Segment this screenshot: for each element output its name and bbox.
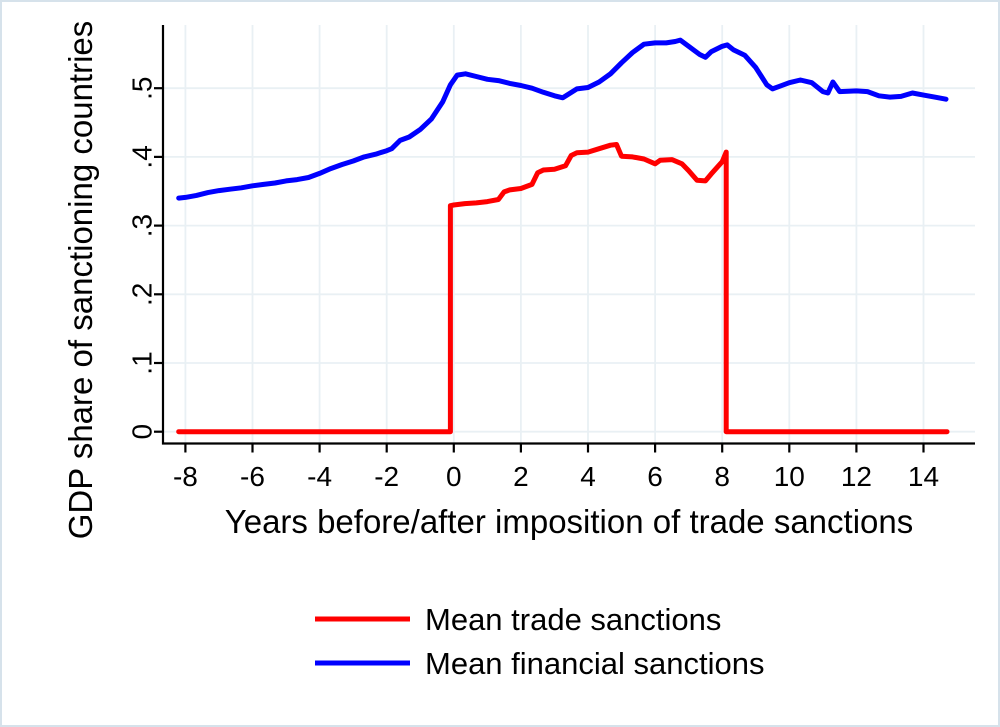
x-axis-title: Years before/after imposition of trade s… <box>225 503 914 540</box>
x-tick-labels: -8 -6 -4 -2 0 2 4 6 8 10 12 14 <box>173 461 939 492</box>
y-tick-label: 0 <box>127 424 158 440</box>
x-tick-label: -4 <box>307 461 332 492</box>
x-tick-label: 8 <box>714 461 730 492</box>
y-axis-title: GDP share of sanctioning countries <box>62 21 99 540</box>
y-tick-label: .1 <box>127 351 158 374</box>
x-tick-label: 4 <box>580 461 596 492</box>
series-line-mean-trade-sanctions <box>176 142 950 435</box>
y-tick-label: .2 <box>127 283 158 306</box>
gridlines <box>163 25 975 444</box>
y-tick-label: .4 <box>127 145 158 168</box>
x-tick-label: 14 <box>908 461 939 492</box>
axes <box>161 25 975 445</box>
axis-ticks <box>154 87 925 453</box>
y-tick-labels: 0 .1 .2 .3 .4 .5 <box>127 77 158 440</box>
y-tick-label: .3 <box>127 214 158 237</box>
x-tick-label: 0 <box>446 461 462 492</box>
legend-label-financial-sanctions: Mean financial sanctions <box>425 646 764 681</box>
y-tick-label: .5 <box>127 77 158 100</box>
x-tick-label: 12 <box>841 461 872 492</box>
series-line-mean-financial-sanctions <box>176 37 949 201</box>
series-lines <box>176 37 950 435</box>
x-tick-label: -2 <box>374 461 399 492</box>
x-tick-label: 6 <box>647 461 663 492</box>
x-tick-label: 2 <box>513 461 529 492</box>
x-tick-label: -6 <box>240 461 265 492</box>
x-tick-label: 10 <box>774 461 805 492</box>
legend: Mean trade sanctions Mean financial sanc… <box>315 602 764 681</box>
legend-label-trade-sanctions: Mean trade sanctions <box>425 602 721 637</box>
x-tick-label: -8 <box>173 461 198 492</box>
